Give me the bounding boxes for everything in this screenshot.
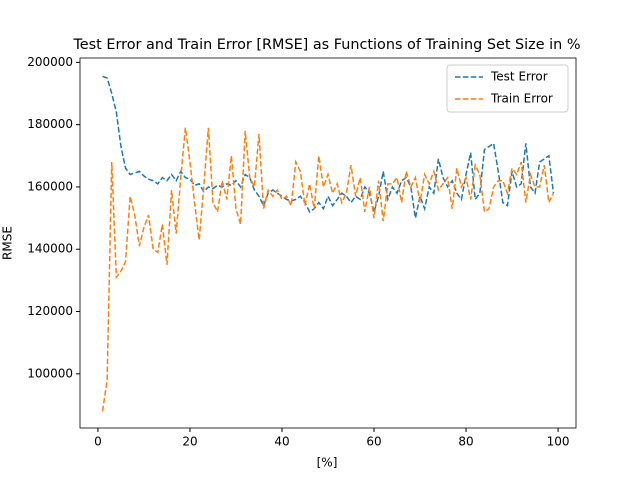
y-tick-label: 100000 <box>27 366 73 380</box>
legend-label: Train Error <box>490 92 553 106</box>
x-tick-label: 20 <box>182 435 197 449</box>
y-tick-label: 120000 <box>27 304 73 318</box>
line <box>101 127 555 412</box>
legend-label: Test Error <box>490 70 548 84</box>
x-tick-label: 0 <box>94 435 102 449</box>
x-tick-label: 60 <box>366 435 381 449</box>
x-tick-label: 80 <box>458 435 473 449</box>
x-axis-label: [%] <box>317 456 338 470</box>
x-tick-label: 40 <box>274 435 289 449</box>
y-tick-label: 160000 <box>27 179 73 193</box>
chart-title: Test Error and Train Error [RMSE] as Fun… <box>72 37 580 53</box>
plot-frame <box>79 57 577 429</box>
y-tick-label: 200000 <box>27 55 73 69</box>
y-tick-label: 140000 <box>27 242 73 256</box>
y-tick-label: 180000 <box>27 117 73 131</box>
line <box>102 75 555 219</box>
y-axis-label: RMSE <box>1 226 15 260</box>
x-tick-label: 100 <box>547 435 570 449</box>
legend-box <box>446 64 569 113</box>
